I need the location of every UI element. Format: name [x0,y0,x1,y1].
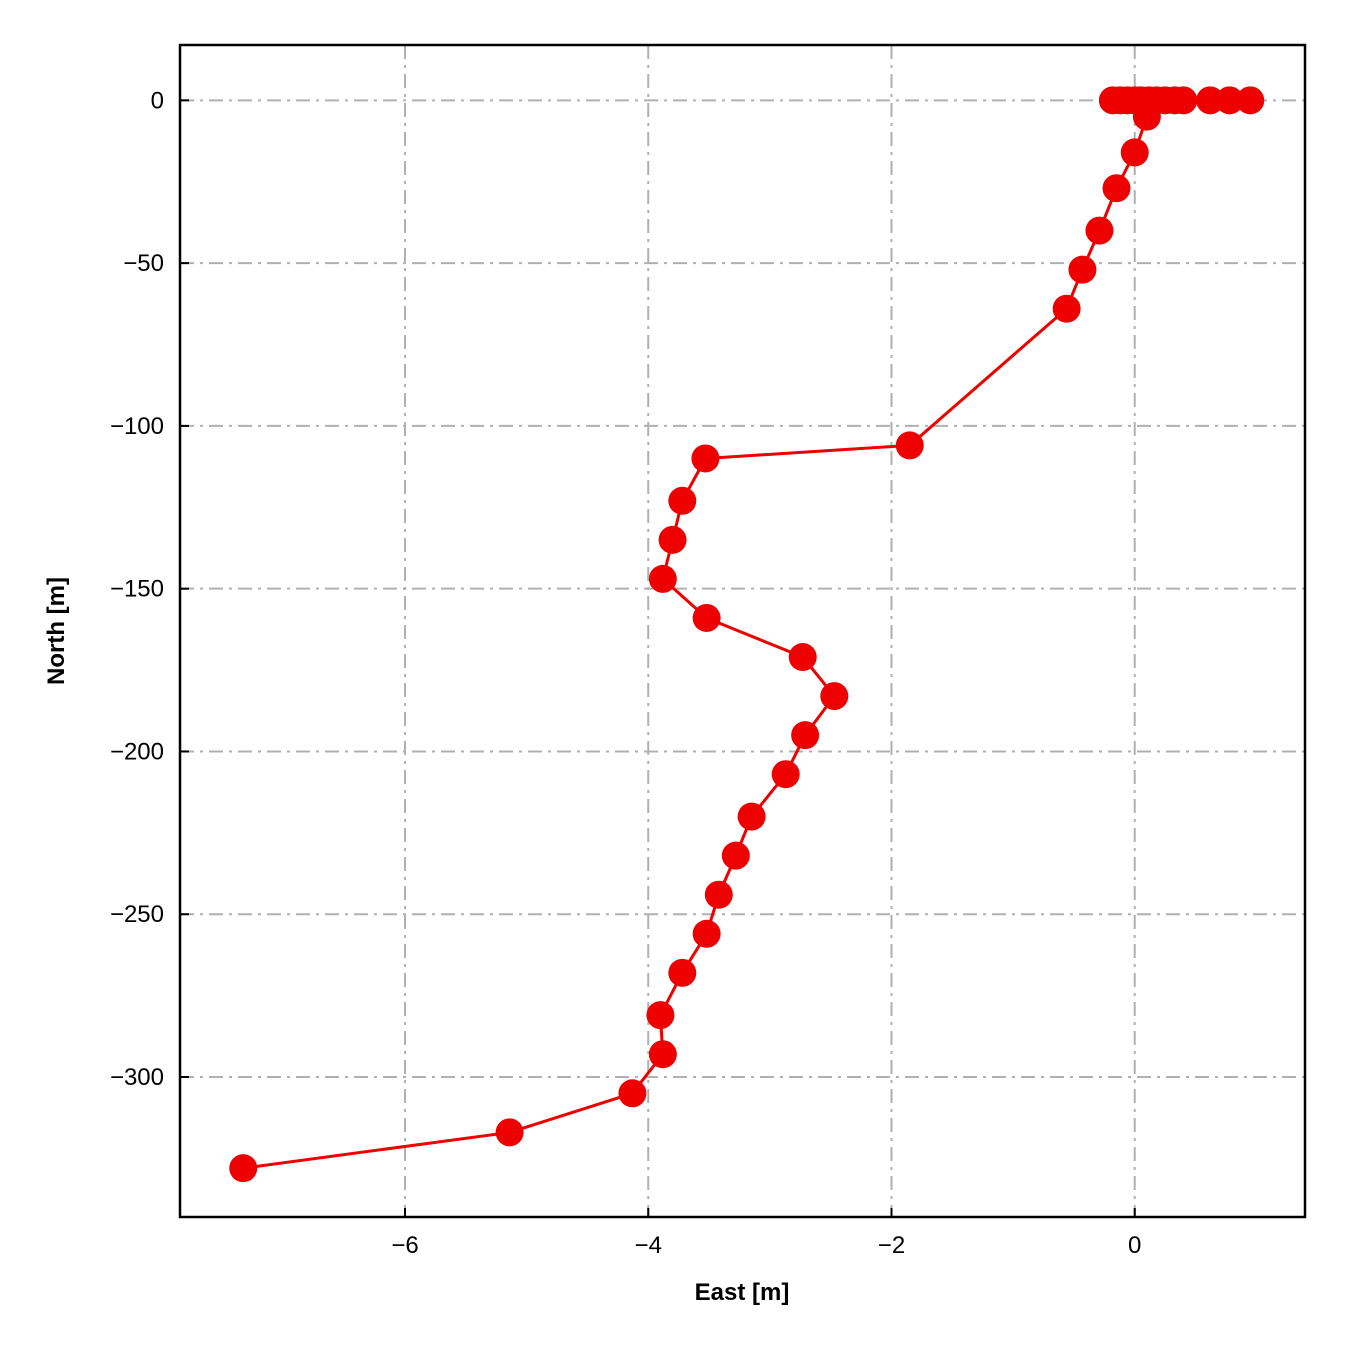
y-tick-label: −200 [110,738,164,765]
data-point [692,919,721,948]
data-point [1102,174,1131,203]
data-point [1068,255,1097,284]
data-point [1120,138,1149,167]
data-point [1132,102,1161,131]
series-layer [229,86,1265,1183]
data-point [1215,86,1244,115]
axis-ticks: −6 −4 −2 00−50−100−150−200−250−300 [110,87,1141,1259]
data-point [895,431,924,460]
y-tick-label: −250 [110,901,164,928]
grid [180,45,1305,1217]
data-point [668,486,697,515]
x-tick-label: −6 [391,1232,418,1259]
y-tick-label: 0 [151,87,164,114]
data-point [618,1079,647,1108]
data-point [721,841,750,870]
x-tick-label: 0 [1128,1232,1141,1259]
data-point [692,603,721,632]
data-point [668,958,697,987]
data-point [704,880,733,909]
data-point [691,444,720,473]
data-point [648,1040,677,1069]
data-point [1236,86,1265,115]
y-tick-label: −50 [123,250,164,277]
data-point [737,802,766,831]
data-point [791,721,820,750]
y-tick-label: −100 [110,413,164,440]
plot-frame [178,43,1307,1219]
data-point [1098,86,1127,115]
data-point [646,1001,675,1030]
y-tick-label: −300 [110,1064,164,1091]
data-point [820,682,849,711]
x-axis-label: East [m] [695,1279,790,1306]
data-point [1052,294,1081,323]
y-tick-label: −150 [110,576,164,603]
x-tick-label: −4 [635,1232,662,1259]
x-tick-label: −2 [878,1232,905,1259]
data-point [658,525,687,554]
data-point [648,564,677,593]
data-point [788,643,817,672]
data-point [229,1154,258,1183]
data-point [1085,216,1114,245]
data-point [771,760,800,789]
data-point [495,1118,524,1147]
data-point [1196,86,1225,115]
series-line [243,98,1251,1170]
y-axis-label: North [m] [43,577,70,685]
